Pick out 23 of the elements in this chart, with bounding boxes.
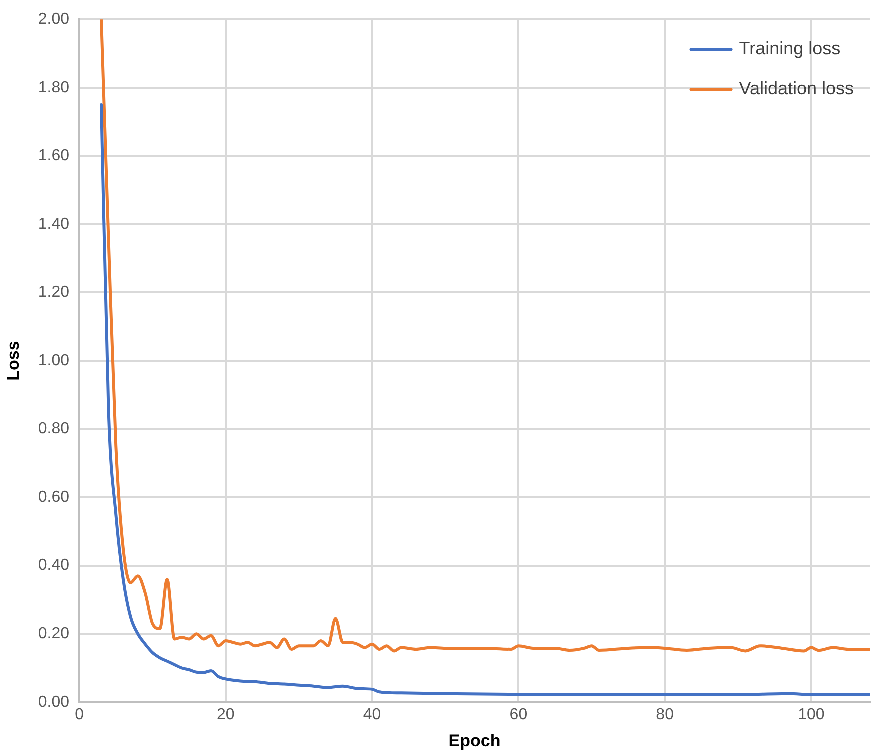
x-tick-label: 100 [798, 706, 825, 724]
y-tick-label: 1.20 [38, 284, 70, 302]
x-tick-label: 20 [217, 706, 235, 724]
line-series [100, 103, 870, 696]
y-tick-label: 1.00 [38, 352, 70, 370]
y-tick-label: 1.40 [38, 216, 70, 233]
line-series [100, 20, 870, 653]
y-tick-label: 2.00 [38, 11, 70, 28]
legend-label: Validation loss [739, 78, 854, 99]
x-axis-title: Epoch [448, 731, 501, 750]
x-tick-label: 60 [510, 706, 528, 724]
y-tick-label: 0.60 [38, 488, 70, 506]
y-tick-label: 1.60 [38, 148, 70, 165]
y-tick-label: 0.00 [38, 694, 70, 711]
y-tick-label: 0.20 [38, 626, 70, 643]
x-tick-label: 80 [656, 706, 674, 724]
y-axis-title: Loss [4, 341, 23, 381]
x-tick-label: 0 [75, 706, 84, 724]
y-tick-label: 0.40 [38, 557, 70, 574]
legend-label: Training loss [739, 38, 841, 59]
x-tick-label: 40 [363, 706, 382, 724]
y-tick-label: 0.80 [38, 420, 70, 438]
y-tick-label: 1.80 [38, 79, 70, 96]
